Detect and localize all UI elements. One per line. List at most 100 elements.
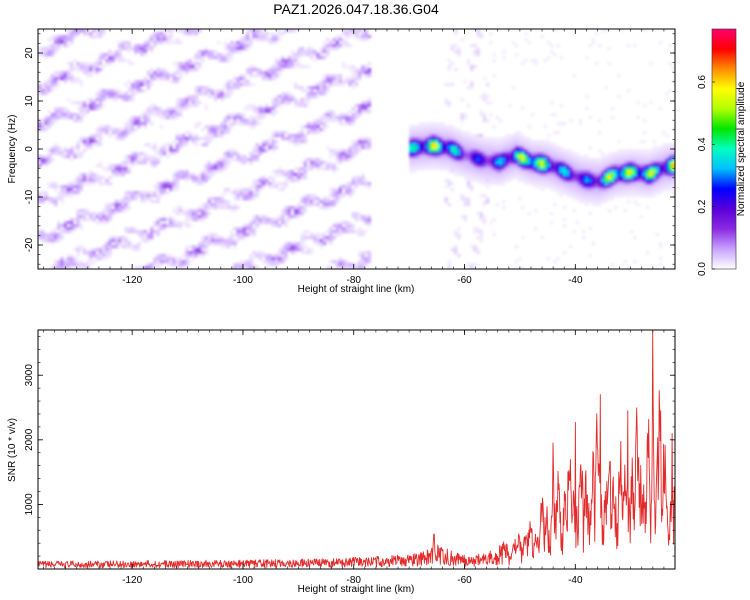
heatmap-cell [524,143,528,147]
heatmap-cell [278,134,282,138]
heatmap-cell [191,29,196,33]
heatmap-cell [511,41,516,45]
heatmap-cell [601,155,605,159]
heatmap-cell [431,128,436,132]
heatmap-cell [57,77,61,81]
heatmap-cell [559,146,564,150]
heatmap-cell [569,152,573,156]
heatmap-cell [457,140,461,144]
heatmap-cell [431,158,436,162]
heatmap-cell [306,131,311,135]
heatmap-cell [447,167,452,171]
heatmap-cell [662,155,666,159]
heatmap-cell [486,137,490,141]
heatmap-cell [98,29,103,33]
heatmap-cell [338,161,343,165]
heatmap-cell [588,194,592,198]
colorbar-bar [712,29,736,269]
heatmap-cell [194,32,199,36]
heatmap-cell [300,209,304,213]
heatmap-cell [335,224,340,228]
heatmap-cell [265,104,269,108]
heatmap-cell [236,239,240,243]
heatmap-cell [335,200,340,204]
heatmap-cell [588,200,592,204]
heatmap-cell [425,152,429,156]
heatmap-cell [262,221,266,225]
heatmap-cell [332,44,336,48]
heatmap-cell [514,149,519,153]
heatmap-cell [364,230,368,234]
heatmap-cell [98,62,103,66]
heatmap-cell [575,197,580,201]
heatmap-cell [223,41,228,45]
heatmap-cell [367,257,372,261]
heatmap-cell [326,50,330,54]
heatmap-cell [175,179,180,183]
heatmap-cell [60,107,64,111]
heatmap-cell [290,65,295,69]
heatmap-cell [441,125,445,129]
heatmap-cell [537,140,541,144]
heatmap-cell [226,44,231,48]
heatmap-cell [214,53,218,57]
heatmap-cell [118,170,122,174]
heatmap-cell [182,266,186,269]
heatmap-cell [146,263,151,267]
heatmap-cell [530,173,535,177]
heatmap-cell [70,38,74,42]
heatmap-cell [575,164,580,168]
heatmap-cell [262,182,266,186]
heatmap-cell [297,170,301,174]
heatmap-cell [617,155,621,159]
heatmap-cell [345,122,349,126]
heatmap-cell [127,206,132,210]
heatmap-cell [214,167,218,171]
heatmap-cell [79,218,84,222]
heatmap-cell [335,149,340,153]
heatmap-cell [348,263,352,267]
heatmap-cell [198,65,202,69]
heatmap-cell [463,200,468,204]
heatmap-cell [566,170,570,174]
heatmap-cell [489,146,493,150]
heatmap-cell [409,134,413,138]
x-tick-label: -120 [122,275,142,286]
heatmap-cell [182,221,186,225]
heatmap-cell [466,86,471,90]
heatmap-cell [233,209,237,213]
heatmap-cell [284,137,288,141]
heatmap-cell [319,92,324,96]
heatmap-cell [630,185,634,189]
heatmap-cell [521,179,525,183]
heatmap-cell [262,179,266,183]
heatmap-cell [524,170,528,174]
heatmap-cell [130,116,135,120]
heatmap-cell [159,41,164,45]
heatmap-cell [274,98,279,102]
heatmap-cell [258,149,263,153]
heatmap-cell [50,113,55,117]
heatmap-cell [354,113,359,117]
heatmap-cell [127,122,132,126]
heatmap-cell [658,188,663,192]
heatmap-cell [338,38,343,42]
heatmap-cell [591,158,596,162]
heatmap-cell [601,197,605,201]
heatmap-cell [329,83,333,87]
heatmap-cell [476,143,480,147]
heatmap-cell [294,104,298,108]
heatmap-cell [361,263,365,267]
heatmap-cell [137,266,141,269]
heatmap-cell [316,200,320,204]
heatmap-cell [588,188,592,192]
heatmap-cell [162,74,167,78]
heatmap-cell [159,113,164,117]
heatmap-cell [604,167,608,171]
heatmap-cell [252,116,256,120]
heatmap-cell [57,221,61,225]
heatmap-cell [249,38,253,42]
heatmap-cell [220,170,224,174]
heatmap-cell [111,203,116,207]
heatmap-cell [476,158,480,162]
